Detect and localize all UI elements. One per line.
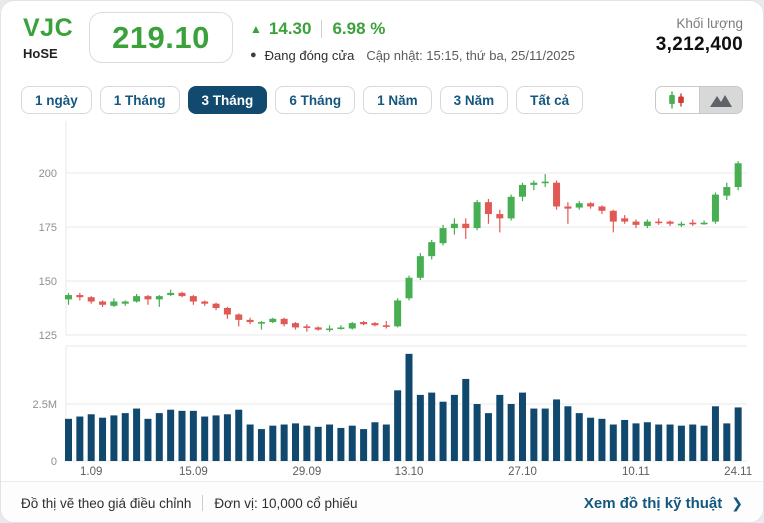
time-tab-tất-cả[interactable]: Tất cả: [516, 86, 584, 114]
change-divider: [321, 20, 323, 38]
price-change-row: ▲ 14.30 6.98 %: [250, 19, 385, 39]
svg-text:1.09: 1.09: [80, 466, 102, 478]
svg-text:15.09: 15.09: [179, 466, 208, 478]
svg-text:200: 200: [39, 168, 57, 180]
svg-text:13.10: 13.10: [395, 466, 424, 478]
area-mode-button[interactable]: [698, 87, 742, 113]
price-change: 14.30: [268, 19, 312, 38]
candlestick-mode-button[interactable]: [656, 87, 699, 113]
technical-chart-link-label: Xem đồ thị kỹ thuật: [583, 494, 723, 512]
svg-text:150: 150: [39, 276, 57, 288]
market-status: Đang đóng cửa: [264, 48, 355, 63]
footer-notes: Đồ thị vẽ theo giá điều chỉnh Đơn vị: 10…: [21, 495, 358, 511]
svg-text:10.11: 10.11: [622, 466, 650, 478]
time-range-tabs: 1 ngày 1 Tháng 3 Tháng 6 Tháng 1 Năm 3 Năm Tất…: [21, 86, 584, 114]
time-tab-3-năm[interactable]: 3 Năm: [439, 86, 509, 114]
current-price: 219.10: [112, 19, 210, 55]
stock-symbol: VJC: [23, 14, 74, 42]
technical-chart-link[interactable]: Xem đồ thị kỹ thuật ❯: [584, 495, 743, 512]
candlestick-icon: [669, 91, 685, 109]
footer-divider: [202, 495, 204, 511]
svg-text:175: 175: [39, 222, 57, 234]
volume-block: Khối lượng 3,212,400: [656, 16, 743, 56]
chevron-right-icon: ❯: [731, 494, 743, 511]
price-change-percent: 6.98 %: [332, 19, 386, 38]
time-tab-3-tháng[interactable]: 3 Tháng: [187, 86, 268, 114]
up-arrow-icon: ▲: [250, 22, 262, 36]
time-tab-6-tháng[interactable]: 6 Tháng: [275, 86, 356, 114]
svg-text:24.11: 24.11: [724, 466, 752, 478]
market-status-row: ● Đang đóng cửa Cập nhật: 15:15, thứ ba,…: [250, 48, 575, 63]
svg-text:125: 125: [39, 330, 57, 342]
exchange-label: HoSE: [23, 46, 58, 61]
area-chart-icon: [709, 94, 732, 107]
current-price-box: 219.10: [89, 12, 233, 63]
price-volume-chart: 200 175 150 125 2.5M 0 1.09 15.09 29.09 13.10 27.1…: [33, 121, 752, 478]
unit-note: Đơn vị: 10,000 cổ phiếu: [214, 495, 358, 511]
volume-label: Khối lượng: [676, 16, 743, 31]
adjusted-price-note: Đồ thị vẽ theo giá điều chỉnh: [21, 495, 192, 511]
time-tab-1-năm[interactable]: 1 Năm: [363, 86, 432, 114]
volume-value: 3,212,400: [655, 34, 743, 55]
svg-text:0: 0: [51, 456, 57, 468]
footer-bar: Đồ thị vẽ theo giá điều chỉnh Đơn vị: 10…: [1, 481, 763, 522]
svg-text:27.10: 27.10: [508, 466, 537, 478]
time-tab-1-tháng[interactable]: 1 Tháng: [99, 86, 180, 114]
svg-text:29.09: 29.09: [292, 466, 321, 478]
time-tab-1-ngày[interactable]: 1 ngày: [21, 86, 92, 114]
status-dot-icon: ●: [250, 49, 257, 61]
chart-type-toggle: [655, 86, 743, 114]
svg-text:2.5M: 2.5M: [33, 399, 57, 411]
last-updated: Cập nhật: 15:15, thứ ba, 25/11/2025: [366, 48, 575, 63]
